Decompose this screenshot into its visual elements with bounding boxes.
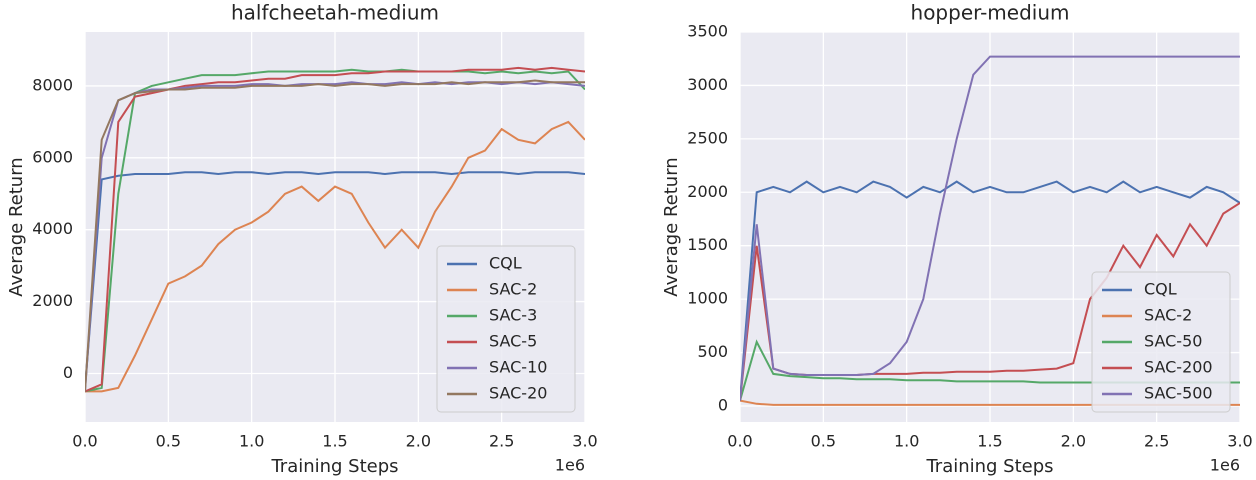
- x-tick-label: 1.0: [894, 432, 919, 451]
- y-tick-label: 4000: [32, 219, 73, 238]
- legend-label: SAC-10: [489, 358, 547, 377]
- chart-title: halfcheetah-medium: [231, 1, 439, 25]
- x-tick-label: 0.5: [811, 432, 836, 451]
- x-tick-label: 0.0: [727, 432, 752, 451]
- legend-label: SAC-2: [489, 280, 537, 299]
- x-tick-label: 2.0: [1061, 432, 1086, 451]
- x-tick-label: 1.0: [239, 432, 264, 451]
- y-tick-label: 2000: [32, 291, 73, 310]
- legend-label: SAC-2: [1144, 306, 1192, 325]
- chart-title: hopper-medium: [911, 1, 1070, 25]
- data-line: [85, 79, 585, 392]
- y-tick-label: 500: [697, 342, 728, 361]
- y-axis-label: Average Return: [6, 157, 27, 296]
- x-tick-label: 2.5: [489, 432, 514, 451]
- x-tick-label: 2.0: [406, 432, 431, 451]
- legend-box: [1091, 271, 1231, 413]
- x-tick-label: 0.5: [156, 432, 181, 451]
- x-tick-label: 3.0: [1227, 432, 1252, 451]
- legend-label: SAC-20: [489, 384, 547, 403]
- x-tick-label: 0.0: [72, 432, 97, 451]
- y-tick-label: 0: [63, 363, 73, 382]
- x-axis-label: Training Steps: [925, 456, 1053, 477]
- y-tick-label: 3500: [687, 22, 728, 41]
- chart: 0.0 0.5 1.0 1.5 2.0 2.5 3.0 0 500 1000 1500 2000 250…: [661, 1, 1253, 478]
- legend-label: SAC-3: [489, 306, 537, 325]
- x-tick-label: 1.5: [977, 432, 1002, 451]
- y-tick-label: 2500: [687, 128, 728, 147]
- y-tick-label: 1500: [687, 235, 728, 254]
- data-line: [85, 68, 585, 393]
- x-axis-label: Training Steps: [270, 456, 398, 477]
- x-tick-label: 2.5: [1144, 432, 1169, 451]
- data-line: [85, 120, 585, 393]
- y-tick-label: 6000: [32, 147, 73, 166]
- x-tick-label: 1.5: [322, 432, 347, 451]
- legend-label: SAC-200: [1144, 358, 1213, 377]
- legend-label: CQL: [1144, 280, 1177, 299]
- legend-label: SAC-5: [489, 332, 537, 351]
- y-axis-label: Average Return: [661, 157, 682, 296]
- y-tick-label: 3000: [687, 75, 728, 94]
- legend-label: CQL: [489, 254, 522, 273]
- data-line: [85, 171, 585, 388]
- legend-box: [436, 245, 576, 413]
- y-tick-label: 8000: [32, 75, 73, 94]
- data-line: [740, 180, 1240, 401]
- chart: 0.0 0.5 1.0 1.5 2.0 2.5 3.0 0 2000 4000 6000 8000 ha…: [6, 1, 598, 478]
- x-offset-label: 1e6: [555, 456, 585, 475]
- legend-label: SAC-500: [1144, 384, 1213, 403]
- data-line: [740, 55, 1240, 401]
- x-offset-label: 1e6: [1210, 456, 1240, 475]
- legend-label: SAC-50: [1144, 332, 1202, 351]
- y-tick-label: 0: [718, 395, 728, 414]
- y-tick-label: 1000: [687, 289, 728, 308]
- y-tick-label: 2000: [687, 182, 728, 201]
- x-tick-label: 3.0: [572, 432, 597, 451]
